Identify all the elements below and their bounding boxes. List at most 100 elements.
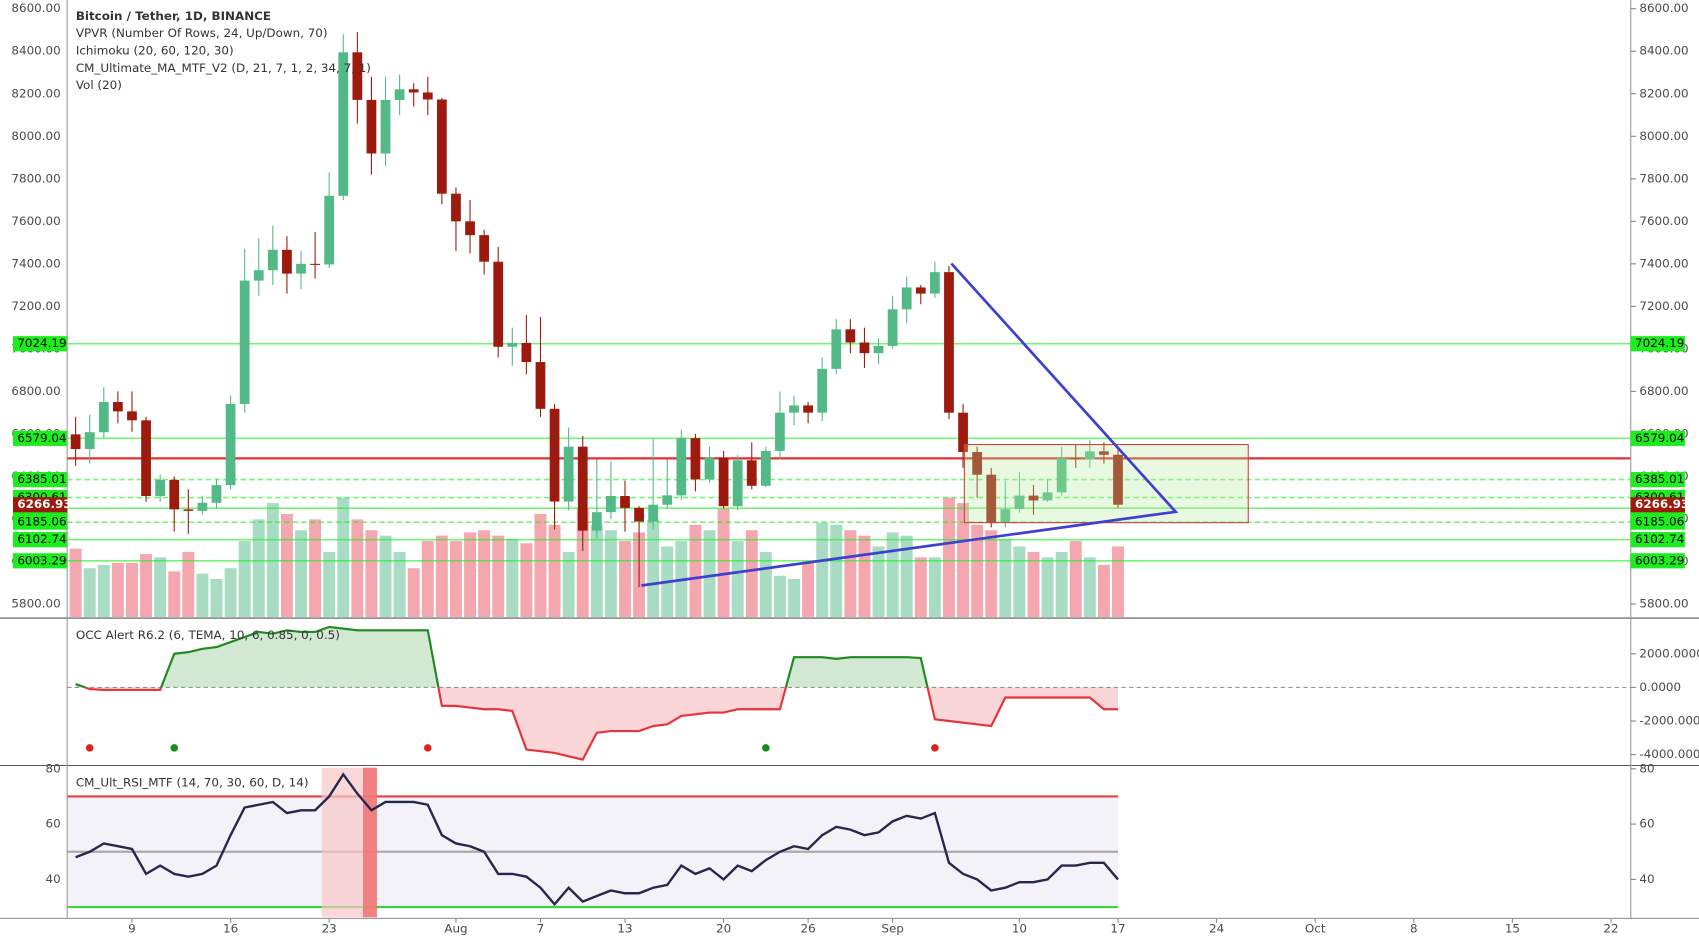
y-tick-label: 7600.00 [11,214,60,228]
candle-body [70,434,81,450]
volume-bar [196,573,209,617]
candle-body [127,411,137,421]
candle-body [930,272,940,294]
volume-bar [140,554,153,617]
candle-body [436,99,447,194]
volume-bar [449,541,462,617]
volume-bar [773,575,786,617]
candle-body [986,474,997,523]
signal-dot [931,744,939,752]
candle-body [155,479,166,496]
candle-body [746,460,757,486]
volume-bar [985,530,998,617]
y-tick-label: 7800.00 [11,171,60,185]
candle-body [141,420,151,496]
y-tick-label: 6800.00 [1639,384,1688,398]
volume-bar [1083,557,1096,617]
candle-body [1084,451,1095,460]
volume-bar [816,522,829,617]
level-label: 6385.01 [17,472,66,486]
x-tick-label: 17 [1110,922,1125,936]
volume-bar [252,519,265,617]
y-tick-label: 6800.00 [11,384,60,398]
volume-bar [1055,551,1068,617]
volume-bar [295,530,307,617]
level-label-box [1630,553,1685,569]
level-label-box [1630,472,1685,488]
overbought-zone [362,767,378,918]
x-tick-label: 20 [716,922,731,936]
level-label: 6102.74 [1635,532,1684,546]
volume-bar [858,535,871,617]
y-tick-label: 8200.00 [11,86,60,100]
level-label-box [13,532,68,548]
y-tick-label: 7800.00 [1639,171,1688,185]
candle-body [690,438,701,480]
volume-bar [731,541,744,617]
volume-bar [478,530,491,617]
level-label: 7024.19 [1635,336,1684,350]
volume-bar [309,519,322,617]
volume-bar [1069,541,1082,617]
candle-body [887,309,898,346]
range-box [963,444,1249,524]
volume-bar [83,568,96,617]
level-label: 7024.19 [17,336,66,350]
candle-body [338,52,349,196]
y-tick-label: 8400.00 [11,44,60,58]
x-tick-label: 13 [617,922,632,936]
level-label-box [13,430,68,446]
x-tick-label: 22 [1603,922,1618,936]
level-label-box [13,472,68,488]
y-tick-label: -4000.0000 [1639,747,1699,761]
candle-body [113,402,123,412]
volume-bar [97,564,110,617]
y-tick-label: 60 [46,817,61,831]
volume-bar [506,538,519,617]
volume-bar [971,524,984,617]
candle-body [873,345,884,354]
x-tick-label: Sep [881,922,903,936]
x-tick-label: Aug [444,922,467,936]
signal-dot [762,744,770,752]
candle-body [1028,495,1039,501]
volume-bar [492,535,505,617]
candle-body [915,287,926,294]
volume-bar [689,524,702,617]
candle-body [197,502,208,511]
volume-bar [69,548,82,617]
candle-body [296,263,306,274]
candle-body [267,249,278,271]
volume-bar [280,513,293,617]
volume-bar [788,579,800,617]
volume-bar [168,571,181,617]
volume-bar [745,530,758,617]
volume-bar [872,546,885,617]
x-tick-label: 24 [1209,922,1224,936]
level-label-box [1630,336,1685,352]
y-tick-label: 2000.0000 [1639,646,1699,660]
volume-bar [520,543,533,617]
volume-bar [323,551,336,617]
indicator-title: CM_Ult_RSI_MTF (14, 70, 30, 60, D, 14) [76,775,309,789]
triangle-drawing [641,262,1179,587]
y-tick-label: 8200.00 [1639,86,1688,100]
candle-body [211,485,222,503]
volume-bar [914,557,927,617]
candle-body [282,249,292,274]
level-label: 6185.06 [17,515,66,529]
volume-bar [1112,546,1124,617]
last-price-label: 6266.93 [1635,497,1689,511]
volume-bar [999,538,1012,617]
volume-bar [365,530,378,617]
level-label: 6102.74 [17,532,66,546]
level-label: 6003.29 [17,553,66,567]
candle-body [1000,509,1011,523]
volume-bar [802,562,815,617]
volume-bar [647,519,660,617]
candle-body [577,446,588,531]
candle-body [620,495,630,508]
level-label-box [13,514,68,530]
